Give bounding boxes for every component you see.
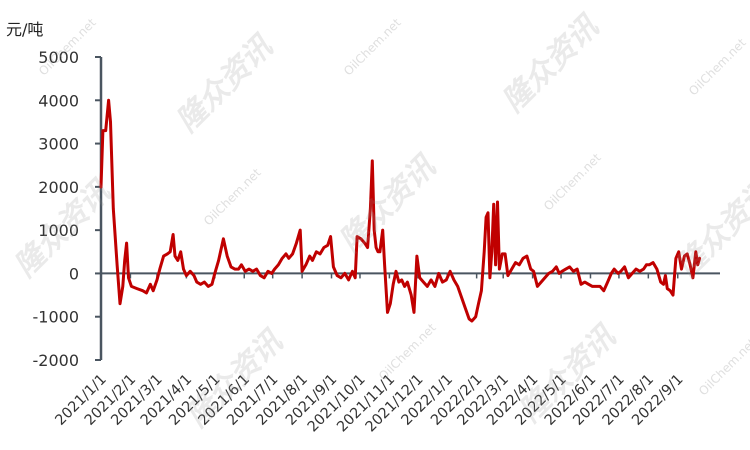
- series-line: [99, 98, 702, 323]
- y-tick-label: 3000: [38, 135, 79, 154]
- y-tick-label: 4000: [38, 91, 79, 110]
- y-tick-label: 0: [69, 264, 79, 283]
- y-tick-label: 1000: [38, 221, 79, 240]
- chart-axes: [99, 57, 720, 360]
- y-tick-label: -1000: [33, 308, 80, 327]
- y-axis-unit-label: 元/吨: [6, 20, 44, 39]
- y-axis-ticks: -2000 -1000 0 1000 2000 3000 4000 5000: [33, 48, 101, 370]
- y-tick-label: 5000: [38, 48, 79, 67]
- x-axis-ticks: 2021/1/12021/2/12021/3/12021/4/12021/5/1…: [52, 273, 687, 435]
- y-tick-label: 2000: [38, 178, 79, 197]
- y-tick-label: -2000: [33, 351, 80, 370]
- series-lines: [99, 98, 702, 323]
